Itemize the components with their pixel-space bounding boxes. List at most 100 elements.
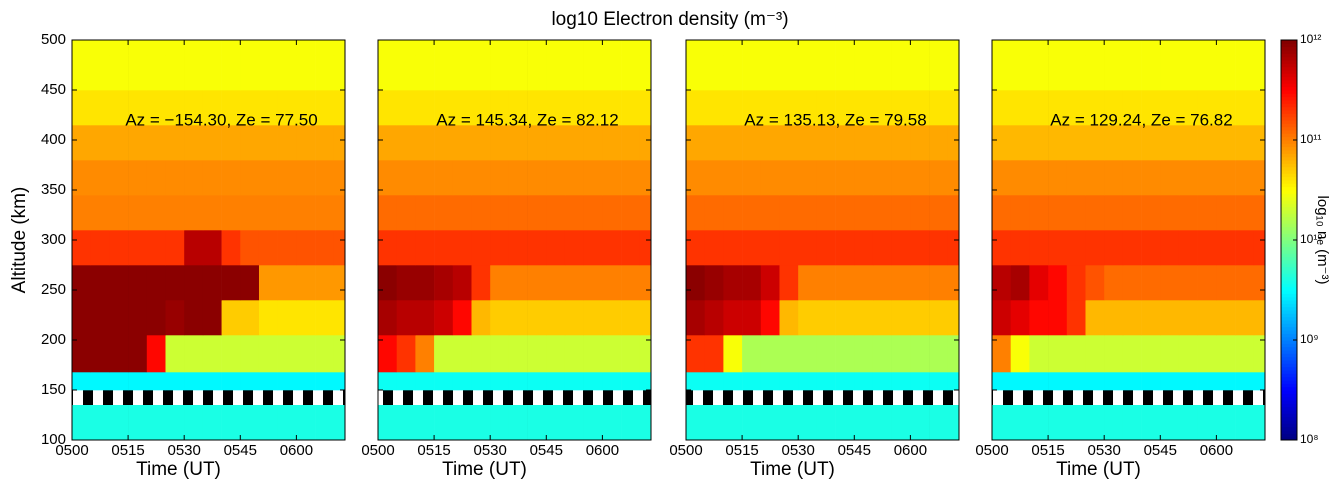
heatmap-cell: [1141, 125, 1161, 161]
heatmap-cell: [564, 125, 584, 161]
heatmap-cell: [434, 40, 454, 56]
heatmap-cell: [1029, 372, 1049, 391]
x-tick-label: 0515: [111, 442, 144, 459]
colorbar-swatch: [1281, 406, 1297, 411]
heatmap-cell: [72, 55, 91, 91]
heatmap-cell: [315, 160, 335, 196]
heatmap-cell: [798, 300, 818, 336]
heatmap-cell: [929, 372, 949, 391]
heatmap-cell: [202, 405, 222, 441]
heatmap-cell: [872, 372, 892, 391]
heatmap-cell: [1029, 195, 1049, 231]
heatmap-cell: [527, 195, 547, 231]
heatmap-cell: [72, 160, 91, 196]
heatmap-cell: [639, 195, 652, 231]
heatmap-cell: [583, 335, 603, 373]
heatmap-cell: [760, 125, 780, 161]
heatmap-cell: [1141, 335, 1161, 373]
heatmap-cell: [816, 372, 836, 391]
heatmap-cell: [240, 405, 260, 441]
heatmap-cell: [490, 300, 510, 336]
colorbar-swatch: [1281, 433, 1297, 438]
x-tick-label: 0515: [417, 442, 450, 459]
heatmap-cell: [835, 335, 855, 373]
heatmap-cell: [1253, 230, 1266, 266]
colorbar-swatch: [1281, 240, 1297, 244]
colorbar-swatch: [1281, 343, 1297, 348]
heatmap-cell: [415, 40, 435, 56]
heatmap-cell: [1029, 90, 1049, 126]
heatmap-cell: [929, 55, 949, 91]
y-axis-label: Altitude (km): [9, 187, 30, 294]
heatmap-cell: [1085, 90, 1105, 126]
colorbar-swatch: [1281, 140, 1297, 144]
colorbar-swatch: [1281, 166, 1297, 171]
heatmap-cell: [72, 372, 91, 391]
heatmap-cell: [1122, 265, 1142, 301]
heatmap-cell: [760, 40, 780, 56]
colorbar-swatch: [1281, 290, 1297, 294]
heatmap-cell: [1235, 40, 1255, 56]
heatmap-cell: [109, 195, 129, 231]
heatmap-cell: [396, 265, 416, 301]
heatmap-cell: [315, 40, 335, 56]
heatmap-cell: [333, 405, 346, 441]
x-tick-label: 0600: [894, 442, 927, 459]
annotation: Az = 145.34, Ze = 82.12: [436, 110, 618, 129]
heatmap-cell: [1066, 405, 1086, 441]
heatmap-cell: [891, 195, 911, 231]
heatmap-cell: [602, 125, 622, 161]
heatmap-cell: [546, 405, 566, 441]
colorbar-swatch: [1281, 276, 1297, 281]
heatmap-cell: [1141, 230, 1161, 266]
heatmap-cell: [1066, 372, 1086, 391]
heatmap-cell: [527, 405, 547, 441]
heatmap-cell: [947, 55, 960, 91]
heatmap-cell: [1104, 40, 1124, 56]
heatmap-cell: [798, 230, 818, 266]
heatmap-cell: [378, 405, 397, 441]
heatmap-cell: [240, 335, 260, 373]
heatmap-cell: [1160, 55, 1180, 91]
heatmap-cell: [240, 230, 260, 266]
colorbar-swatch: [1281, 436, 1297, 441]
heatmap-cell: [1160, 230, 1180, 266]
heatmap-cell: [1197, 55, 1217, 91]
heatmap-cell: [1160, 160, 1180, 196]
heatmap-cell: [1029, 160, 1049, 196]
heatmap-cell: [910, 335, 930, 373]
heatmap-cell: [835, 230, 855, 266]
heatmap-cell: [1178, 55, 1198, 91]
heatmap-cell: [723, 335, 743, 373]
heatmap-cell: [947, 40, 960, 56]
heatmap-cell: [128, 405, 148, 441]
heatmap-cell: [434, 160, 454, 196]
heatmap-cell: [1253, 265, 1266, 301]
colorbar-swatch: [1281, 313, 1297, 318]
heatmap-cell: [1010, 372, 1030, 391]
heatmap-cell: [146, 40, 166, 56]
colorbar-swatch: [1281, 113, 1297, 118]
heatmap-cell: [109, 90, 129, 126]
heatmap-cell: [296, 230, 316, 266]
heatmap-cell: [490, 372, 510, 391]
heatmap-cell: [240, 40, 260, 56]
heatmap-cell: [583, 372, 603, 391]
heatmap-cell: [1178, 265, 1198, 301]
heatmap-cell: [1048, 300, 1068, 336]
heatmap-cell: [798, 55, 818, 91]
heatmap-cell: [128, 372, 148, 391]
heatmap-cell: [992, 160, 1011, 196]
heatmap-cell: [1178, 195, 1198, 231]
heatmap-cell: [333, 195, 346, 231]
heatmap-cell: [452, 160, 472, 196]
heatmap-cell: [602, 90, 622, 126]
heatmap-cell: [452, 265, 472, 301]
heatmap-cell: [798, 125, 818, 161]
heatmap-cell: [1066, 230, 1086, 266]
heatmap-cell: [333, 55, 346, 91]
heatmap-cell: [723, 405, 743, 441]
colorbar-swatch: [1281, 173, 1297, 178]
heatmap-cell: [891, 125, 911, 161]
heatmap-cell: [798, 40, 818, 56]
